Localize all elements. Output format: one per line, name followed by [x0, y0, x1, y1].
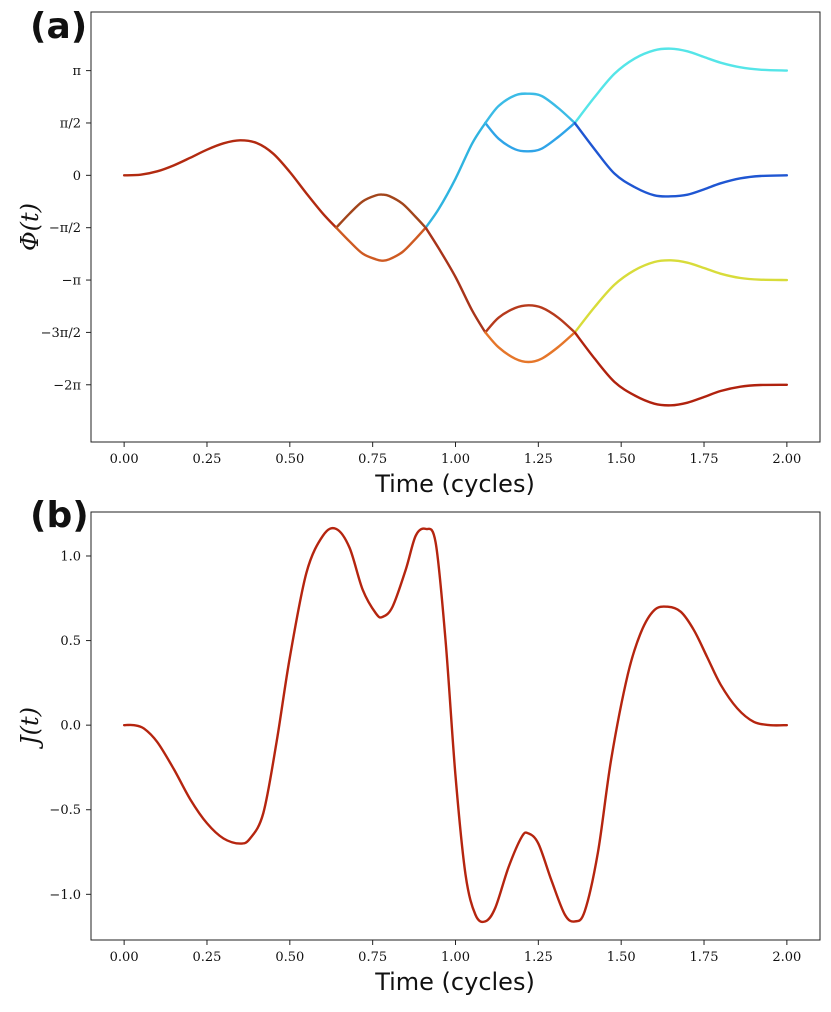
x-tick-label: 1.25 — [524, 950, 553, 965]
panel-a-y-axis-label: Φ(t) — [16, 203, 44, 251]
series-line-branch-4a — [573, 47, 789, 125]
x-tick-label: 2.00 — [772, 950, 801, 965]
panel-b-label: (b) — [30, 495, 89, 536]
series-line-branch-4d — [573, 331, 789, 407]
panel-a-label: (a) — [30, 6, 87, 47]
panel-b-curves — [122, 526, 789, 924]
x-tick-label: 0.75 — [358, 452, 387, 467]
x-tick-label: 0.00 — [110, 452, 139, 467]
y-tick-label: π/2 — [60, 116, 81, 131]
x-tick-label: 1.75 — [690, 452, 719, 467]
panel-a-axes-frame — [90, 11, 821, 443]
y-tick-label: −1.0 — [49, 888, 81, 903]
y-tick-label: −0.5 — [49, 803, 81, 818]
x-tick-label: 0.75 — [358, 950, 387, 965]
x-tick-label: 1.00 — [441, 950, 470, 965]
panel-b-y-ticks: 1.0 0.5 0.0 −0.5 −1.0 — [49, 549, 91, 903]
y-tick-label: 0.5 — [60, 634, 81, 649]
series-line-branch-3c — [484, 304, 576, 334]
x-tick-label: 1.75 — [690, 950, 719, 965]
y-tick-label: −π — [62, 274, 82, 289]
panel-a-phase-plot: 0.00 0.25 0.50 0.75 1.00 1.25 1.50 1.75 2.00 π π/… — [16, 6, 821, 498]
y-tick-label: −π/2 — [49, 221, 81, 236]
series-line-branch-4c — [573, 259, 789, 334]
panel-a-x-ticks: 0.00 0.25 0.50 0.75 1.00 1.25 1.50 1.75 2.00 — [110, 442, 801, 467]
series-line-j-t- — [122, 526, 789, 924]
panel-a-y-ticks: π π/2 0 −π/2 −π −3π/2 −2π — [41, 64, 91, 393]
panel-b-x-ticks: 0.00 0.25 0.50 0.75 1.00 1.25 1.50 1.75 2.00 — [110, 940, 801, 965]
y-tick-label: −2π — [53, 378, 81, 393]
panel-b-axes-frame — [90, 511, 821, 941]
series-line-branch-2a — [424, 121, 487, 229]
series-line-branch-3d — [484, 331, 576, 364]
y-tick-label: 0.0 — [60, 719, 81, 734]
series-line-branch-3a — [484, 121, 576, 153]
panel-a-x-axis-label: Time (cycles) — [374, 470, 535, 498]
x-tick-label: 1.00 — [441, 452, 470, 467]
x-tick-label: 0.25 — [193, 950, 222, 965]
x-tick-label: 0.50 — [275, 452, 304, 467]
series-line-branch-3b — [484, 92, 576, 125]
series-line-branch-2b — [424, 226, 487, 334]
series-line-branch-4b — [573, 121, 789, 198]
panel-a-curves — [122, 47, 789, 407]
x-tick-label: 1.25 — [524, 452, 553, 467]
x-tick-label: 1.50 — [607, 452, 636, 467]
panel-b-current-plot: 0.00 0.25 0.50 0.75 1.00 1.25 1.50 1.75 2.00 1.0… — [16, 495, 821, 996]
x-tick-label: 0.25 — [193, 452, 222, 467]
x-tick-label: 2.00 — [772, 452, 801, 467]
series-line-branch-shared-0 — [122, 139, 338, 229]
y-tick-label: −3π/2 — [41, 326, 81, 341]
panel-b-y-axis-label: J(t) — [16, 707, 44, 750]
y-tick-label: π — [72, 64, 81, 79]
y-tick-label: 0 — [73, 169, 81, 184]
x-tick-label: 1.50 — [607, 950, 636, 965]
panel-b-x-axis-label: Time (cycles) — [374, 968, 535, 996]
x-tick-label: 0.00 — [110, 950, 139, 965]
series-line-branch-1b — [335, 226, 427, 262]
series-line-branch-1a — [335, 193, 427, 229]
y-tick-label: 1.0 — [60, 549, 81, 564]
x-tick-label: 0.50 — [275, 950, 304, 965]
